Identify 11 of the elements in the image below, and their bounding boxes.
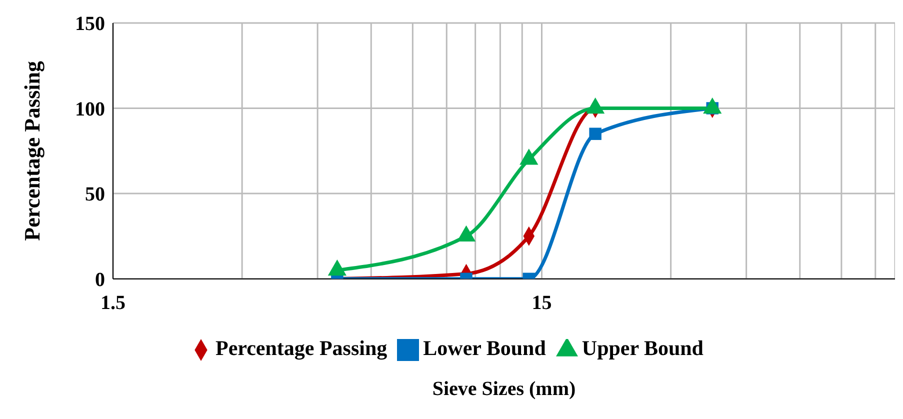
x-tick-label: 15 [532,292,552,314]
x-axis-title: Sieve Sizes (mm) [432,378,576,400]
y-tick-label: 100 [75,98,105,120]
legend-label: Upper Bound [582,336,704,360]
legend-label: Lower Bound [423,336,546,360]
x-tick-label: 1.5 [100,292,126,314]
y-tick-label: 0 [95,268,105,291]
y-tick-label: 150 [75,13,105,36]
y-axis-title: Percentage Passing [20,60,44,241]
legend-label: Percentage Passing [216,336,388,360]
y-tick-label: 50 [85,184,105,206]
